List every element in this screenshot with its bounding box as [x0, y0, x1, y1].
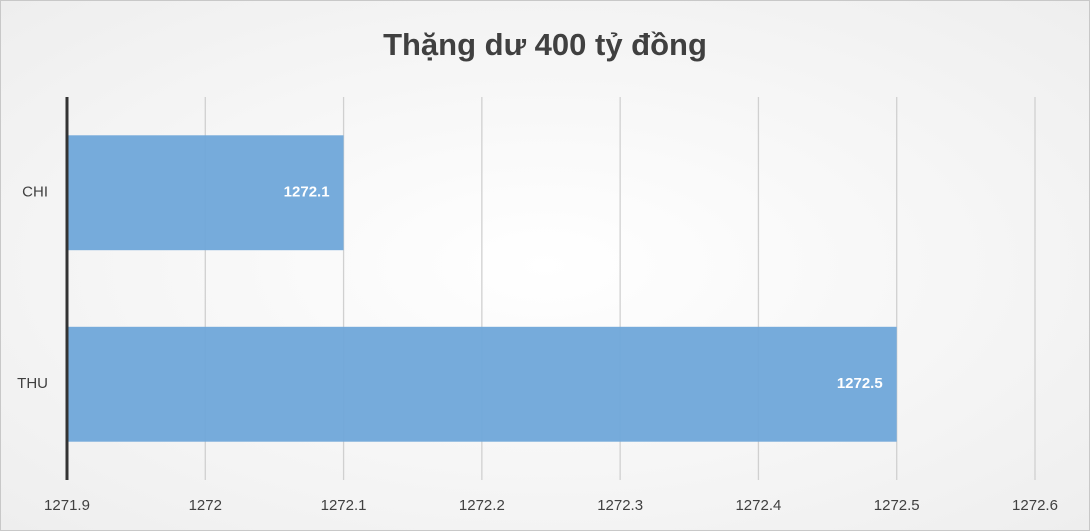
y-tick-label: CHI [22, 184, 48, 201]
x-tick-label: 1271.9 [44, 497, 90, 514]
data-label: 1272.1 [284, 184, 330, 201]
x-tick-label: 1272.6 [1012, 497, 1058, 514]
x-tick-label: 1272.5 [874, 497, 920, 514]
y-tick-label: THU [17, 375, 48, 392]
chart-title: Thặng dư 400 tỷ đồng [383, 27, 707, 62]
x-tick-label: 1272.4 [735, 497, 781, 514]
x-tick-label: 1272 [189, 497, 222, 514]
bar [67, 326, 897, 442]
x-tick-label: 1272.1 [321, 497, 367, 514]
x-tick-label: 1272.2 [459, 497, 505, 514]
data-label: 1272.5 [837, 375, 883, 392]
bar [67, 135, 344, 251]
x-tick-label: 1272.3 [597, 497, 643, 514]
